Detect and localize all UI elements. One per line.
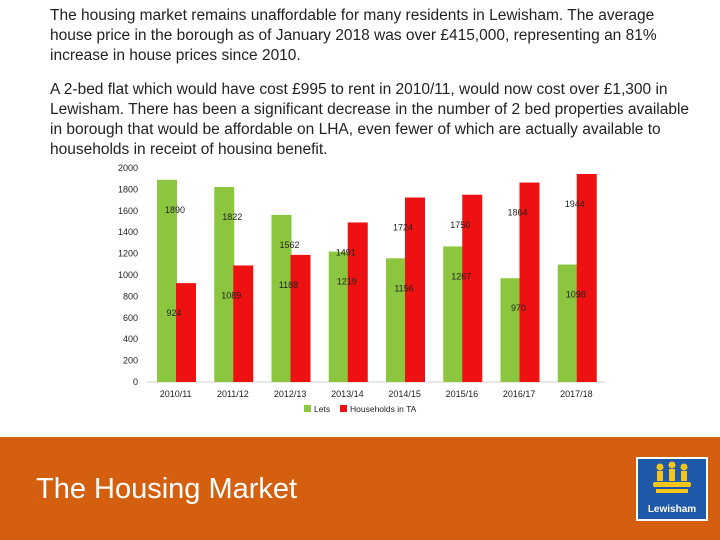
data-label-households-in-ta: 1724 (393, 223, 413, 233)
data-label-households-in-ta: 1089 (221, 290, 241, 300)
bar-households-in-ta (462, 194, 483, 382)
data-label-lets: 1156 (394, 283, 413, 293)
data-label-lets: 1822 (222, 212, 242, 222)
x-tick-label: 2013/14 (331, 389, 364, 399)
data-label-lets: 970 (511, 303, 526, 313)
intro-paragraph-1: The housing market remains unaffordable … (50, 7, 657, 64)
y-tick-label: 1200 (118, 249, 138, 259)
x-tick-label: 2010/11 (160, 389, 192, 399)
data-label-households-in-ta: 1188 (279, 280, 298, 290)
logo-text: Lewisham (647, 504, 697, 515)
bar-households-in-ta (347, 222, 368, 382)
y-tick-label: 600 (123, 313, 138, 323)
y-tick-label: 0 (133, 377, 138, 387)
bar-lets (214, 187, 235, 382)
x-tick-label: 2016/17 (503, 389, 536, 399)
data-label-lets: 1890 (165, 205, 185, 215)
bar-lets (157, 179, 177, 382)
bar-lets (328, 251, 349, 382)
x-tick-label: 2014/15 (388, 389, 421, 399)
y-tick-label: 400 (123, 334, 138, 344)
legend-label-households-in-ta: Households in TA (350, 404, 417, 414)
x-tick-label: 2011/12 (217, 389, 249, 399)
x-tick-label: 2015/16 (446, 389, 479, 399)
footer-banner: The Housing Market Lewisham (0, 437, 720, 540)
bar-households-in-ta (405, 197, 425, 382)
legend-label-lets: Lets (314, 404, 330, 414)
data-label-households-in-ta: 1750 (450, 220, 470, 230)
data-label-households-in-ta: 1864 (507, 208, 527, 218)
y-tick-label: 1400 (118, 227, 138, 237)
y-tick-label: 2000 (118, 163, 138, 173)
bar-households-in-ta (290, 254, 311, 382)
bar-households-in-ta (176, 283, 196, 382)
y-tick-label: 1600 (118, 206, 138, 216)
lets-vs-ta-bar-chart: 0 200 400 600 800 1000 1200 1400 1600 1800 2000 189… (118, 163, 605, 414)
legend-swatch-households-in-ta (340, 405, 347, 412)
data-label-households-in-ta: 1944 (565, 199, 585, 209)
crown-icon (653, 461, 691, 493)
y-tick-label: 1800 (118, 184, 138, 194)
intro-paragraph-2: A 2-bed flat which would have cost £995 … (50, 81, 690, 154)
bar-lets (500, 278, 521, 382)
bar-lets (443, 246, 464, 382)
x-tick-label: 2012/13 (274, 389, 307, 399)
lewisham-logo: Lewisham (636, 457, 708, 521)
y-tick-label: 200 (123, 356, 138, 366)
data-label-lets: 1098 (566, 290, 586, 300)
bar-households-in-ta (576, 173, 597, 382)
data-label-lets: 1267 (451, 271, 471, 281)
data-label-households-in-ta: 924 (166, 308, 181, 318)
bar-lets (386, 258, 406, 382)
bar-lets (557, 264, 578, 382)
bar-households-in-ta (233, 265, 254, 382)
x-tick-label: 2017/18 (560, 389, 593, 399)
data-label-lets: 1562 (279, 240, 299, 250)
legend-swatch-lets (304, 405, 311, 412)
data-label-households-in-ta: 1491 (336, 247, 356, 257)
bar-lets (271, 214, 292, 382)
data-label-lets: 1219 (337, 277, 357, 287)
y-tick-label: 800 (123, 291, 138, 301)
footer-title: The Housing Market (36, 473, 298, 505)
bar-households-in-ta (519, 182, 540, 382)
y-tick-label: 1000 (118, 270, 138, 280)
